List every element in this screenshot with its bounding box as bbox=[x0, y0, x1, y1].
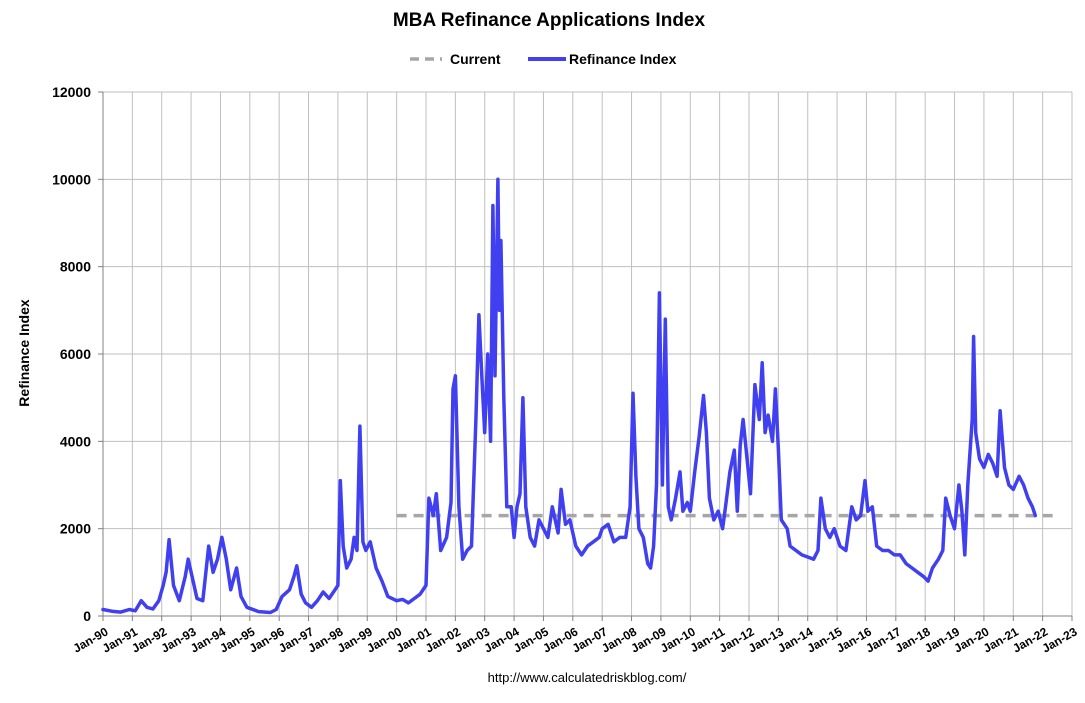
source-url: http://www.calculatedriskblog.com/ bbox=[488, 670, 687, 685]
y-tick-label: 8000 bbox=[60, 259, 91, 275]
y-tick-label: 10000 bbox=[52, 171, 91, 187]
legend-label-current: Current bbox=[450, 51, 501, 67]
y-tick-label: 0 bbox=[83, 608, 91, 624]
legend-label-refinance-index: Refinance Index bbox=[569, 51, 677, 67]
y-tick-label: 4000 bbox=[60, 433, 91, 449]
series-line-refinance-index bbox=[101, 177, 1038, 615]
axes bbox=[98, 91, 1073, 621]
chart-title: MBA Refinance Applications Index bbox=[393, 10, 706, 31]
series-group bbox=[101, 177, 1058, 615]
y-tick-label: 2000 bbox=[60, 521, 91, 537]
y-axis-label: Refinance Index bbox=[16, 299, 32, 407]
y-tick-label: 6000 bbox=[60, 346, 91, 362]
y-tick-label: 12000 bbox=[52, 84, 91, 100]
x-tick-labels: Jan-90Jan-91Jan-92Jan-93Jan-94Jan-95Jan-… bbox=[71, 624, 1080, 655]
legend: Current Refinance Index bbox=[410, 51, 677, 67]
gridlines bbox=[102, 91, 1073, 617]
y-tick-labels: 0 2000 4000 6000 8000 10000 12000 bbox=[52, 84, 91, 624]
